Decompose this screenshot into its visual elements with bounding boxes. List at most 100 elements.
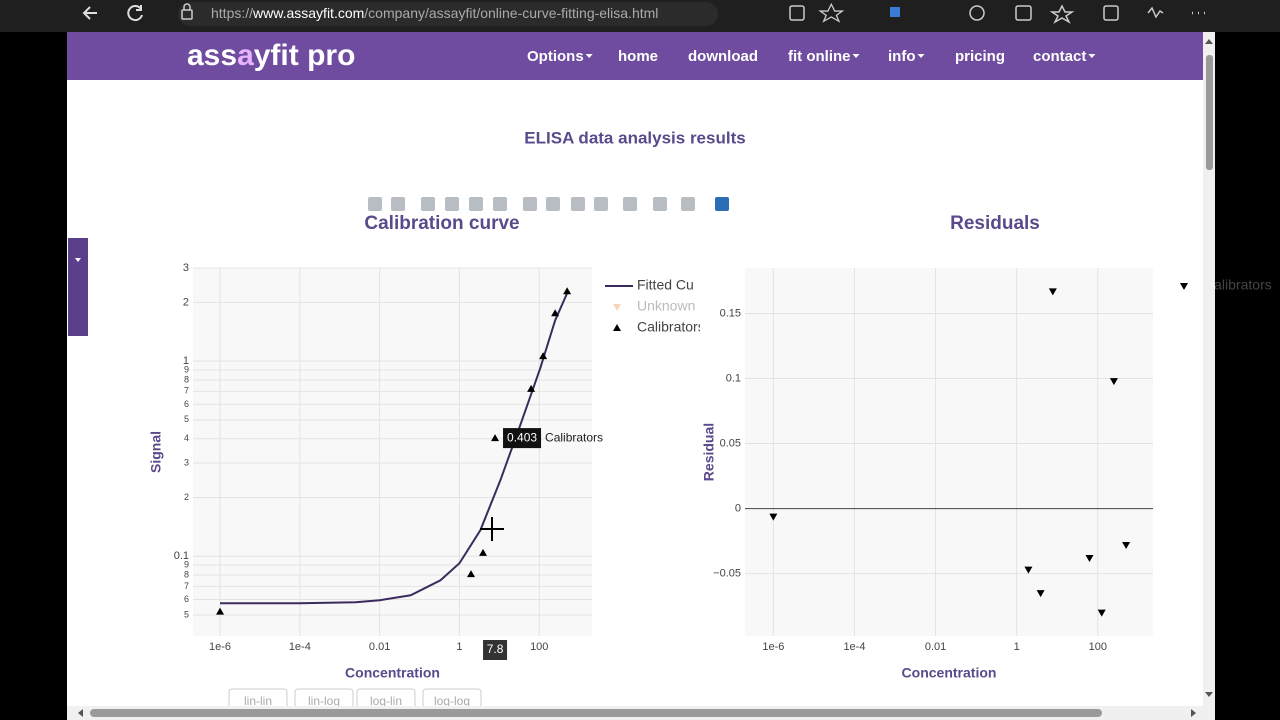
scale-button-label: log-lin xyxy=(370,694,402,708)
icon[interactable] xyxy=(969,5,985,21)
vertical-scrollbar[interactable] xyxy=(1203,32,1215,706)
nav-item[interactable]: home xyxy=(618,48,658,65)
y-tick-label: −0.05 xyxy=(713,567,741,579)
hover-tooltip: 0.403 Calibrators 7.8 xyxy=(483,428,603,660)
nav-item[interactable]: pricing xyxy=(955,48,1005,65)
x-tick-label: 0.01 xyxy=(369,641,390,653)
toolbar-button[interactable] xyxy=(523,197,537,211)
lock-icon[interactable] xyxy=(181,9,193,20)
y-tick-label: 9 xyxy=(184,364,189,374)
legend: Calibrators xyxy=(1180,277,1272,293)
nav-item[interactable]: contact xyxy=(1033,48,1086,65)
toolbar-button[interactable] xyxy=(368,197,382,211)
horizontal-scroll-thumb[interactable] xyxy=(90,709,1102,717)
tooltip-box xyxy=(503,428,542,449)
vertical-scroll-thumb[interactable] xyxy=(1206,55,1213,170)
x-tick-label: 1e-4 xyxy=(843,641,865,653)
toolbar-button[interactable] xyxy=(681,197,695,211)
icon[interactable] xyxy=(818,2,845,23)
legend-swatch xyxy=(613,304,621,311)
nav-item[interactable]: download xyxy=(688,48,758,65)
brand[interactable]: assayfit pro xyxy=(187,39,355,72)
toolbar-button[interactable] xyxy=(653,197,667,211)
dropdown-caret xyxy=(1088,54,1096,58)
legend-label[interactable]: Unknown xyxy=(637,298,695,314)
y-tick-label: 7 xyxy=(184,386,189,396)
y-tick-label: 6 xyxy=(184,594,189,604)
y-axis-title: Residual xyxy=(701,423,717,481)
toolbar-button[interactable] xyxy=(421,197,435,211)
x-axis-title: Concentration xyxy=(902,665,997,681)
refresh-button[interactable] xyxy=(127,5,143,22)
nav-item[interactable]: info xyxy=(888,48,916,65)
side-tab[interactable] xyxy=(68,238,88,336)
y-tick-label: 0.05 xyxy=(720,437,741,449)
url[interactable]: https://www.assayfit.com/company/assayfi… xyxy=(211,5,658,21)
marker xyxy=(479,548,488,556)
scale-button-label: lin-lin xyxy=(244,694,272,708)
scale-button-label: log-log xyxy=(434,694,470,708)
y-tick-label: 3 xyxy=(184,457,189,467)
icon[interactable] xyxy=(1049,4,1075,24)
icon[interactable] xyxy=(1103,5,1119,21)
y-tick-label: 2 xyxy=(183,296,189,308)
x-tick-label: 1e-4 xyxy=(289,641,311,653)
icon[interactable] xyxy=(789,5,805,21)
back-button[interactable] xyxy=(82,6,97,20)
marker xyxy=(527,384,536,392)
marker xyxy=(1109,378,1118,386)
marker xyxy=(563,287,572,295)
marker xyxy=(539,352,548,360)
x-axis-title: Concentration xyxy=(345,665,440,681)
chart-title: Calibration curve xyxy=(364,213,519,234)
toolbar-button[interactable] xyxy=(493,197,507,211)
x-tick-label: 0.01 xyxy=(925,641,946,653)
marker xyxy=(1024,566,1033,574)
x-tick-label: 1 xyxy=(456,641,462,653)
marker xyxy=(1036,590,1045,598)
toolbar-button[interactable] xyxy=(571,197,585,211)
mouse-cursor xyxy=(480,517,504,541)
page-heading: ELISA data analysis results xyxy=(524,128,745,147)
marker xyxy=(551,309,560,317)
legend-label[interactable]: Fitted Cu xyxy=(637,277,694,293)
url-part: https:// xyxy=(211,5,253,21)
icon[interactable] xyxy=(1147,6,1164,19)
toolbar-button[interactable] xyxy=(546,197,560,211)
toolbar-button[interactable] xyxy=(469,197,483,211)
address-bar[interactable] xyxy=(178,2,718,26)
plot-area xyxy=(193,268,592,636)
plot-area xyxy=(745,268,1153,636)
tooltip-value: 0.403 xyxy=(507,430,537,444)
y-tick-label: 5 xyxy=(184,414,189,424)
dropdown-caret xyxy=(917,54,925,58)
navbar xyxy=(67,32,1203,80)
nav-item[interactable]: fit online xyxy=(788,48,851,65)
icon[interactable] xyxy=(1015,5,1032,21)
y-tick-label: 5 xyxy=(184,609,189,619)
y-tick-label: 9 xyxy=(184,560,189,570)
side-tab-caret xyxy=(75,258,81,262)
legend-swatch xyxy=(613,324,621,331)
browser-icons xyxy=(789,2,1205,24)
toolbar-button[interactable] xyxy=(594,197,608,211)
y-tick-label: 0 xyxy=(735,502,741,514)
y-tick-label: 0.15 xyxy=(720,307,741,319)
x-hover-box xyxy=(483,640,508,660)
y-tick-label: 8 xyxy=(184,374,189,384)
toolbar-button[interactable] xyxy=(623,197,637,211)
y-tick-label: 0.1 xyxy=(174,550,189,562)
nav-menu: Options home download fit online info pricing… xyxy=(527,48,1096,65)
marker xyxy=(216,607,225,615)
legend-label[interactable]: Calibrators xyxy=(1204,277,1272,293)
toolbar-button[interactable] xyxy=(715,197,729,211)
toolbar-button[interactable] xyxy=(445,197,459,211)
nav-item[interactable]: Options xyxy=(527,48,584,65)
legend: Fitted Cu Unknown Calibrators xyxy=(605,277,705,335)
toolbar-button[interactable] xyxy=(391,197,405,211)
marker xyxy=(1097,609,1106,617)
legend-label[interactable]: Calibrators xyxy=(637,319,705,335)
icon[interactable] xyxy=(890,7,900,17)
y-tick-label: 8 xyxy=(184,569,189,579)
dropdown-caret xyxy=(852,54,860,58)
